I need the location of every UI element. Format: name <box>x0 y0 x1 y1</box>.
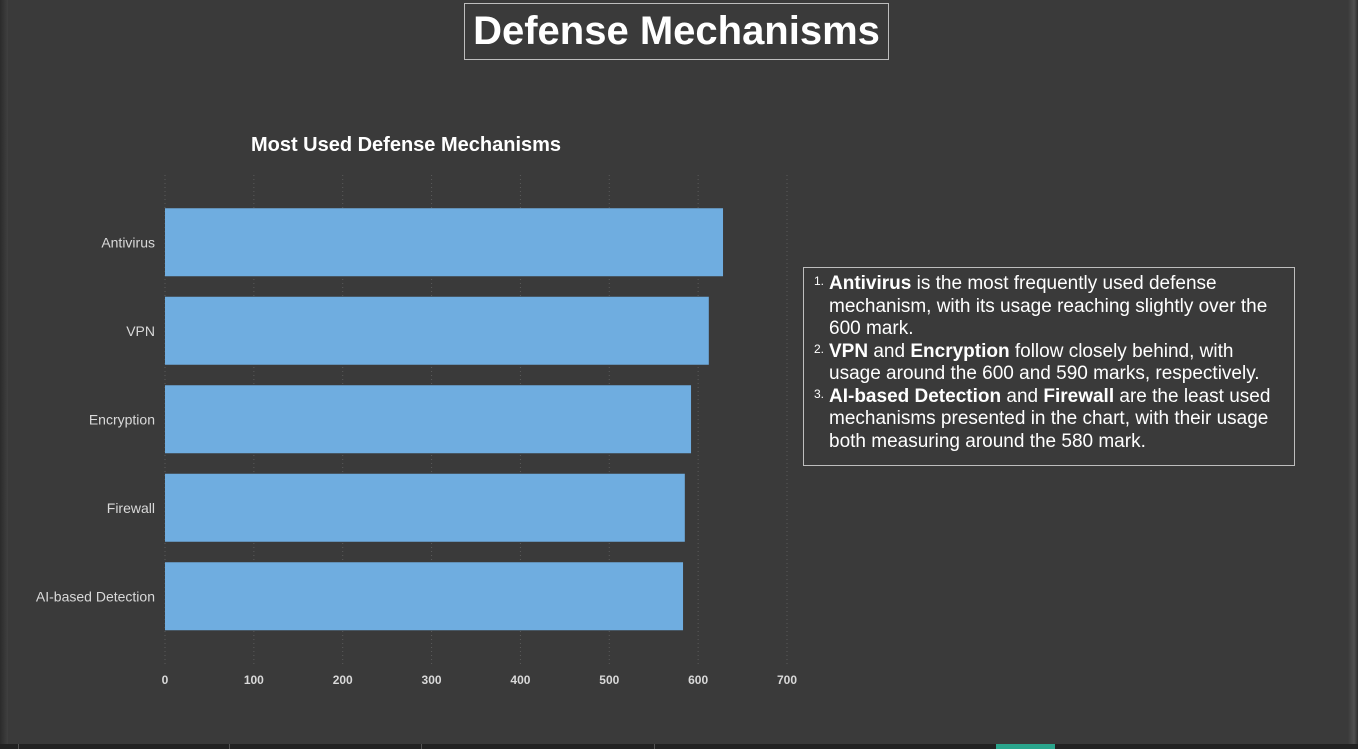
insight-text: and <box>1001 385 1044 407</box>
insight-highlight: Antivirus <box>829 273 912 294</box>
insight-text: is the most frequently used defense mech… <box>829 273 1268 339</box>
insight-number: 3. <box>814 386 825 401</box>
bar-antivirus <box>165 208 724 277</box>
insight-highlight: VPN <box>829 340 869 362</box>
x-tick-label: 100 <box>244 673 264 687</box>
insight-text: are the least used mechanisms presented … <box>829 385 1271 452</box>
x-tick-label: 300 <box>422 673 442 687</box>
bar-firewall <box>165 473 685 542</box>
y-category-label: Firewall <box>107 500 155 516</box>
x-tick-label: 400 <box>510 673 530 687</box>
insight-number: 2. <box>814 341 825 356</box>
y-category-label: VPN <box>126 323 155 339</box>
bar-encryption <box>165 385 692 454</box>
x-tick-label: 500 <box>599 673 619 687</box>
y-category-label: Encryption <box>89 411 155 427</box>
insight-text: follow closely behind, with usage around… <box>829 340 1260 385</box>
x-tick-label: 600 <box>688 673 708 687</box>
insight-item: 3. AI-based Detection and Firewall are th… <box>814 386 1284 454</box>
insight-text: and <box>868 340 911 362</box>
window-edge-left <box>0 0 8 749</box>
window-edge-right <box>1348 0 1358 749</box>
bottom-tab-divider <box>18 744 19 749</box>
y-category-label: AI-based Detection <box>36 588 155 604</box>
insight-number: 1. <box>814 274 825 288</box>
bottom-tab-divider <box>421 744 422 749</box>
insights-box: 1. Antivirus is the most frequently used … <box>803 267 1295 466</box>
bar-vpn <box>165 296 709 365</box>
insight-item: 2. VPN and Encryption follow closely behi… <box>814 341 1284 386</box>
x-tick-label: 0 <box>162 673 169 687</box>
bottom-tab-divider <box>654 744 655 749</box>
bar-ai-based-detection <box>165 562 684 631</box>
insight-item: 1. Antivirus is the most frequently used … <box>814 273 1284 341</box>
insight-highlight: Firewall <box>1043 385 1115 407</box>
y-category-label: Antivirus <box>101 234 155 250</box>
bottom-active-tab[interactable] <box>996 744 1055 749</box>
bottom-tab-divider <box>229 744 230 749</box>
chart-title: Most Used Defense Mechanisms <box>250 134 562 156</box>
page-title: Defense Mechanisms <box>464 3 889 60</box>
insight-highlight: Encryption <box>910 340 1010 362</box>
insight-highlight: AI-based Detection <box>829 385 1002 407</box>
x-tick-label: 700 <box>777 673 797 687</box>
x-tick-label: 200 <box>333 673 353 687</box>
bottom-taskbar <box>0 744 1358 749</box>
